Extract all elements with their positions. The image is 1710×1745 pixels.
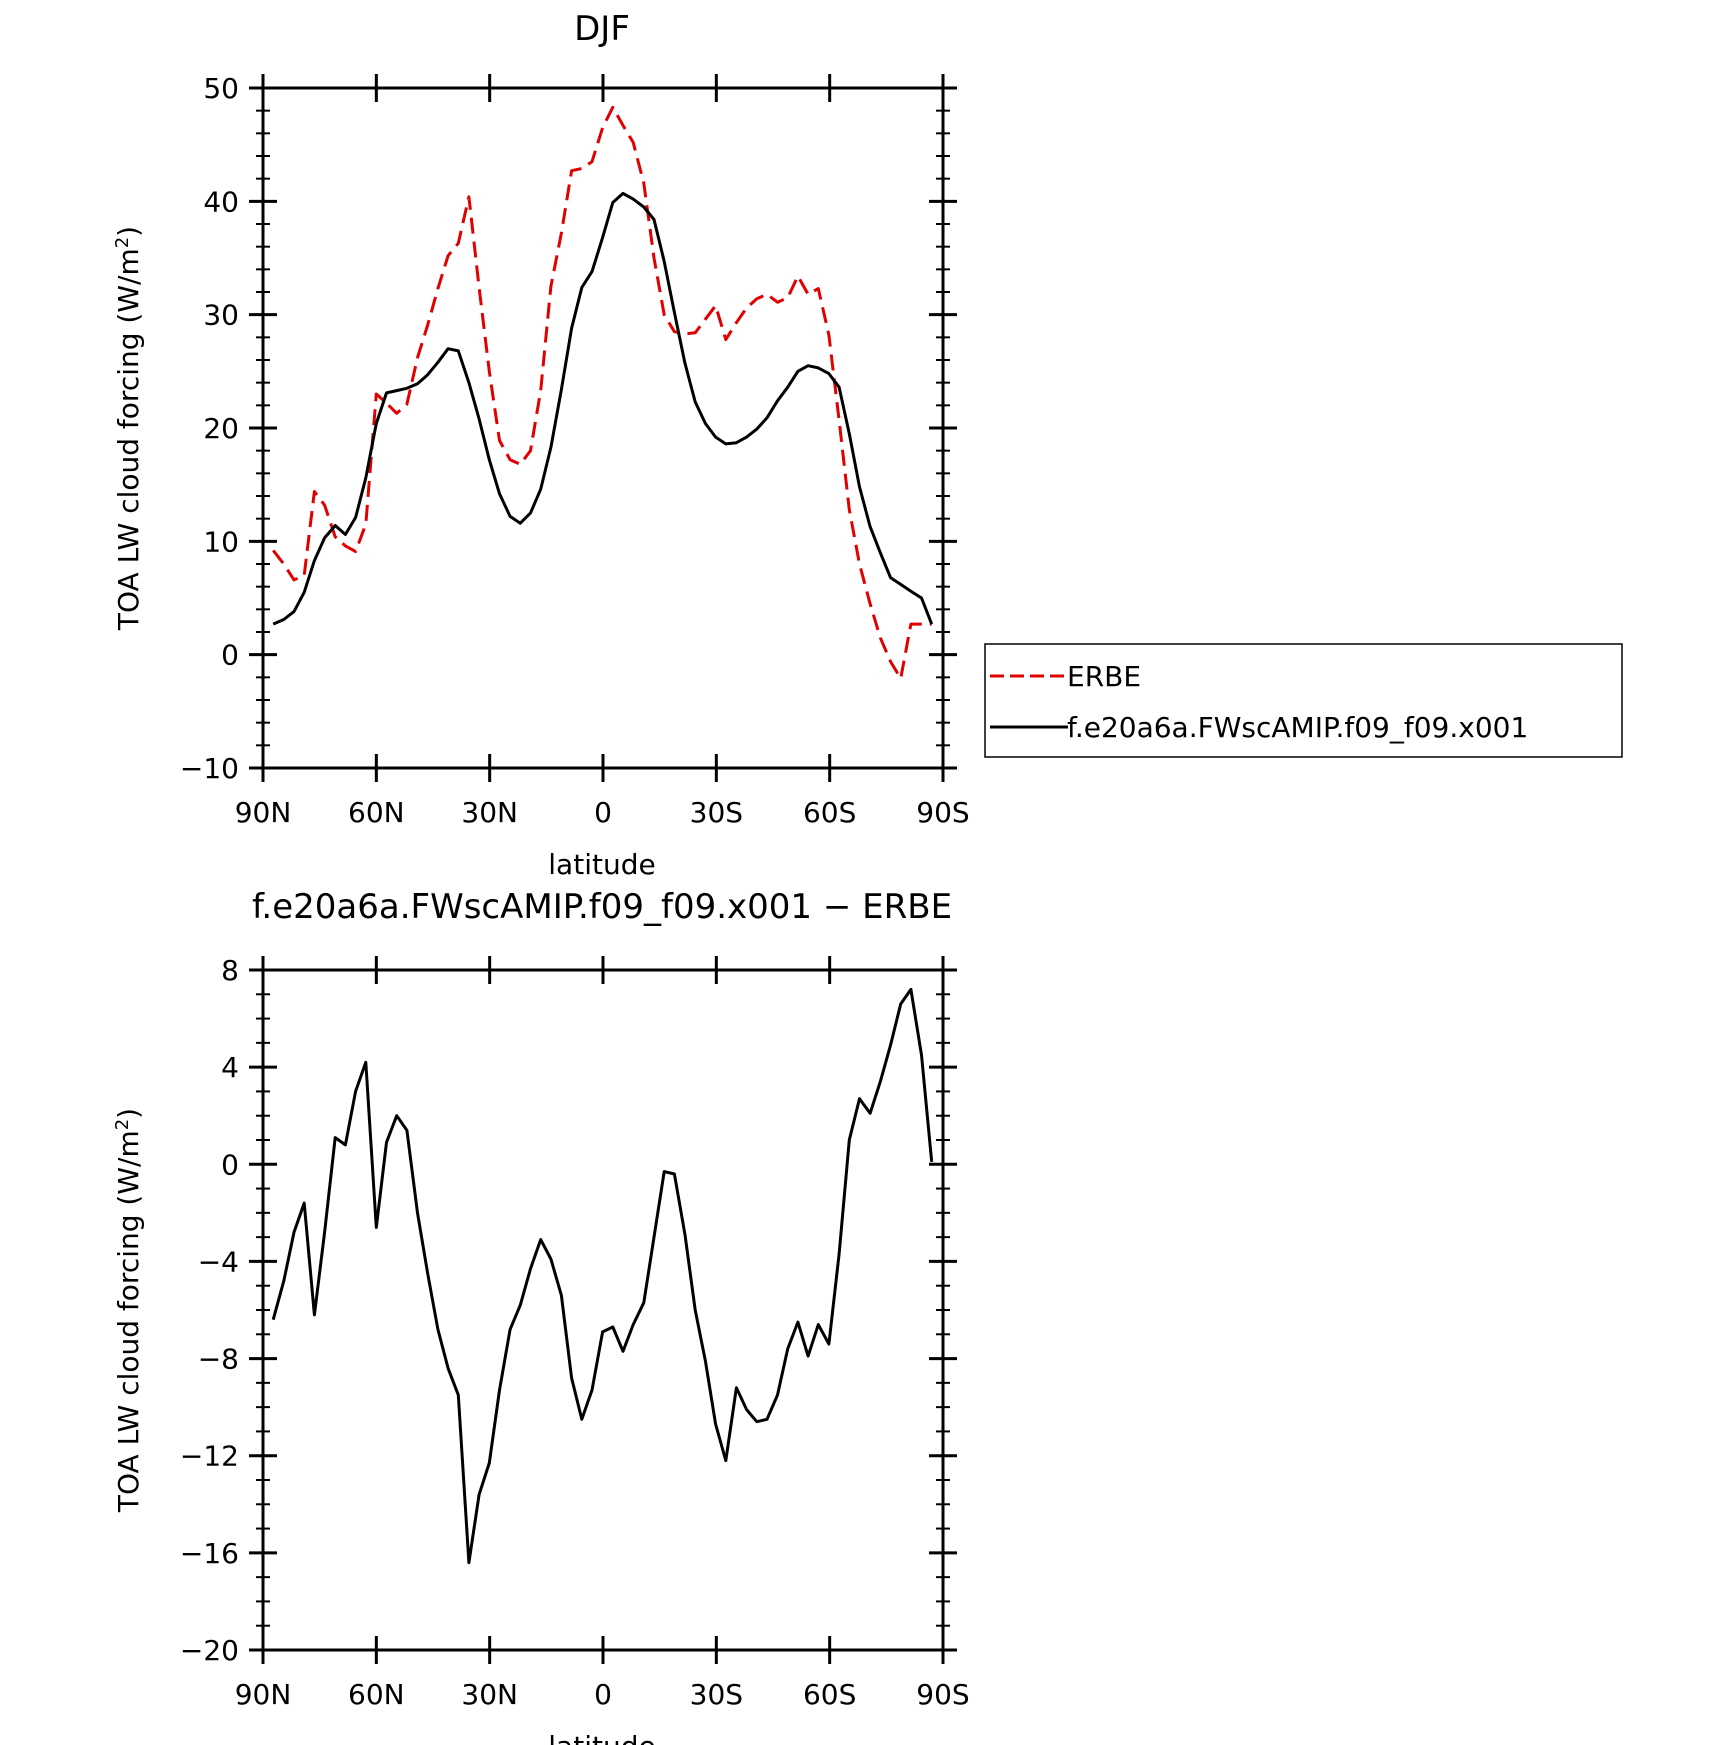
y-tick-label-top-5: 40 [203, 185, 239, 218]
x-tick-label-bottom-5: 60S [803, 1678, 856, 1711]
y-tick-label-top-0: −10 [180, 752, 239, 785]
y-tick-label-top-6: 50 [203, 72, 239, 105]
x-tick-label-bottom-2: 30N [461, 1678, 518, 1711]
djf-panel: DJF 90N 60N 30N 0 30S 60S 90S −10 0 10 20 30 40 50 la… [112, 9, 970, 881]
y-axis-label-top-close: ) [112, 226, 145, 237]
chart-title-bottom: f.e20a6a.FWscAMIP.f09_f09.x001 − ERBE [252, 887, 952, 927]
ticks-group-bottom: 90N 60N 30N 0 30S 60S 90S −20 −16 −12 −8 −4 0 4 8 [180, 954, 970, 1711]
y-tick-label-bottom-2: −12 [180, 1440, 239, 1473]
ticks-group-top: 90N 60N 30N 0 30S 60S 90S −10 0 10 20 30 40 50 [180, 72, 970, 829]
x-axis-label-top: latitude [548, 848, 655, 881]
x-tick-label-top-1: 60N [348, 796, 405, 829]
y-tick-label-top-3: 20 [203, 412, 239, 445]
y-tick-label-top-2: 10 [203, 525, 239, 558]
y-axis-label-bottom-main: TOA LW cloud forcing (W/m [112, 1130, 145, 1513]
y-tick-label-bottom-0: −20 [180, 1634, 239, 1667]
y-axis-label-top-main: TOA LW cloud forcing (W/m [112, 248, 145, 631]
y-axis-label-bottom-sup: 2 [112, 1119, 133, 1130]
x-tick-label-top-5: 60S [803, 796, 856, 829]
difference-panel: f.e20a6a.FWscAMIP.f09_f09.x001 − ERBE 90… [112, 887, 970, 1745]
y-tick-label-top-1: 0 [221, 639, 239, 672]
x-tick-label-top-2: 30N [461, 796, 518, 829]
series-group-top [272, 105, 934, 680]
x-tick-label-bottom-4: 30S [690, 1678, 743, 1711]
x-tick-label-bottom-6: 90S [916, 1678, 969, 1711]
y-axis-label-top: TOA LW cloud forcing (W/m2) [112, 226, 146, 631]
y-tick-label-bottom-6: 4 [221, 1051, 239, 1084]
x-tick-label-bottom-0: 90N [235, 1678, 292, 1711]
series-line-top-0 [272, 105, 932, 680]
y-tick-label-bottom-1: −16 [180, 1537, 239, 1570]
y-tick-label-bottom-3: −8 [198, 1343, 239, 1376]
legend-box [984, 643, 1623, 758]
y-tick-label-bottom-5: 0 [221, 1148, 239, 1181]
legend-label-erbe: ERBE [1067, 660, 1141, 693]
x-tick-label-top-6: 90S [916, 796, 969, 829]
series-line-bottom-0 [271, 987, 934, 1565]
x-tick-label-bottom-3: 0 [594, 1678, 612, 1711]
legend-label-model: f.e20a6a.FWscAMIP.f09_f09.x001 [1067, 711, 1528, 744]
x-axis-label-bottom: latitude [548, 1730, 655, 1745]
x-tick-label-bottom-1: 60N [348, 1678, 405, 1711]
x-tick-label-top-0: 90N [235, 796, 292, 829]
series-group-bottom [271, 987, 934, 1565]
y-axis-label-bottom: TOA LW cloud forcing (W/m2) [112, 1108, 146, 1513]
legend: ERBE f.e20a6a.FWscAMIP.f09_f09.x001 [984, 643, 1623, 758]
y-axis-label-bottom-close: ) [112, 1108, 145, 1119]
y-tick-label-bottom-4: −4 [198, 1245, 239, 1278]
y-tick-label-top-4: 30 [203, 299, 239, 332]
x-tick-label-top-3: 0 [594, 796, 612, 829]
series-line-top-1 [272, 191, 934, 626]
chart-title-top: DJF [574, 9, 630, 49]
y-axis-label-top-sup: 2 [112, 237, 133, 248]
x-tick-label-top-4: 30S [690, 796, 743, 829]
y-tick-label-bottom-7: 8 [221, 954, 239, 987]
